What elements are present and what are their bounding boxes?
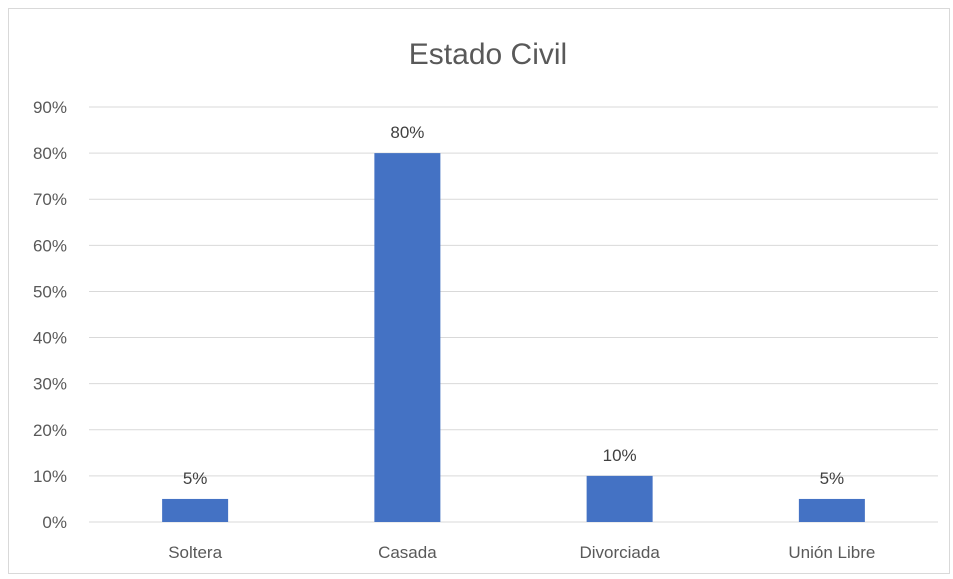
y-tick-label: 80% [33,144,67,163]
y-tick-label: 60% [33,236,67,255]
x-tick-label: Unión Libre [788,543,875,562]
y-tick-label: 50% [33,282,67,301]
y-tick-label: 30% [33,375,67,394]
data-label: 5% [820,469,845,488]
data-label: 10% [603,446,637,465]
bar [587,476,653,522]
x-tick-label: Divorciada [579,543,660,562]
bar [162,499,228,522]
y-tick-label: 0% [42,513,67,532]
x-tick-label: Soltera [168,543,222,562]
bar [799,499,865,522]
data-label: 80% [390,123,424,142]
x-axis: Soltera Casada Divorciada Unión Libre [168,543,875,562]
y-tick-label: 10% [33,467,67,486]
y-tick-label: 70% [33,190,67,209]
y-axis: 0% 10% 20% 30% 40% 50% 60% 70% 80% 90% [33,98,67,532]
data-labels: 5% 80% 10% 5% [183,123,844,488]
x-tick-label: Casada [378,543,437,562]
gridlines [89,107,938,522]
chart-title: Estado Civil [409,38,567,71]
y-tick-label: 20% [33,421,67,440]
bar [374,153,440,522]
y-tick-label: 40% [33,329,67,348]
data-label: 5% [183,469,208,488]
y-tick-label: 90% [33,98,67,117]
